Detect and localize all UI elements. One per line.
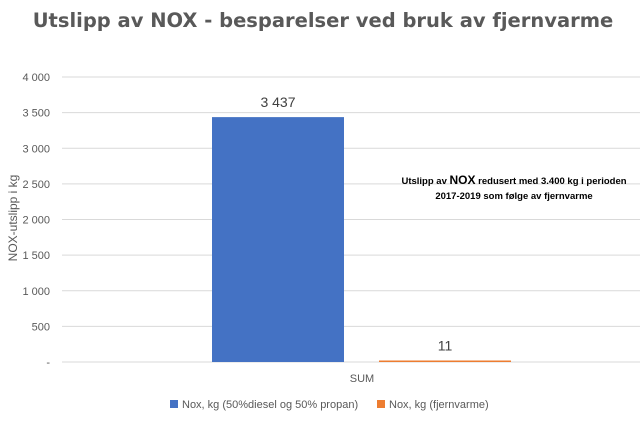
annotation-suffix: redusert med 3.400 kg i perioden	[476, 176, 627, 187]
y-axis-ticks: - 500 1 000 1 500 2 000 2 500 3 000 3 500 4 000	[22, 72, 50, 369]
y-tick-label: 3 000	[22, 143, 50, 155]
legend-label-fjernvarme: Nox, kg (fjernvarme)	[389, 399, 489, 411]
data-label-diesel-propan: 3 437	[260, 94, 295, 110]
y-tick-label: 2 500	[22, 179, 50, 191]
annotation-line-2: 2017-2019 som følge av fjernvarme	[435, 191, 592, 202]
bar-fjernvarme	[379, 360, 511, 362]
bars	[212, 117, 511, 363]
gridlines	[62, 76, 640, 363]
legend-swatch-diesel-propan	[170, 400, 178, 408]
legend: Nox, kg (50%diesel og 50% propan) Nox, k…	[170, 399, 489, 411]
y-tick-label: 3 500	[22, 108, 50, 120]
category-label-sum: SUM	[350, 373, 374, 385]
y-axis-label: NOX-utslipp i kg	[6, 175, 20, 262]
annotation-emphasis: NOX	[450, 173, 476, 187]
y-tick-label: 2 000	[22, 215, 50, 227]
data-labels: 3 437 11	[260, 94, 452, 353]
annotation-prefix: Utslipp av	[401, 176, 449, 187]
bar-diesel-propan	[212, 117, 344, 363]
y-tick-label: 500	[32, 321, 50, 333]
y-tick-label: 4 000	[22, 72, 50, 84]
annotation-line-1: Utslipp av NOX redusert med 3.400 kg i p…	[401, 173, 626, 187]
y-tick-label: 1 500	[22, 250, 50, 262]
legend-swatch-fjernvarme	[377, 400, 385, 408]
data-label-fjernvarme: 11	[438, 338, 453, 354]
chart-title: Utslipp av NOX - besparelser ved bruk av…	[33, 9, 614, 32]
legend-label-diesel-propan: Nox, kg (50%diesel og 50% propan)	[182, 399, 358, 411]
y-tick-label: -	[46, 357, 50, 369]
y-tick-label: 1 000	[22, 286, 50, 298]
